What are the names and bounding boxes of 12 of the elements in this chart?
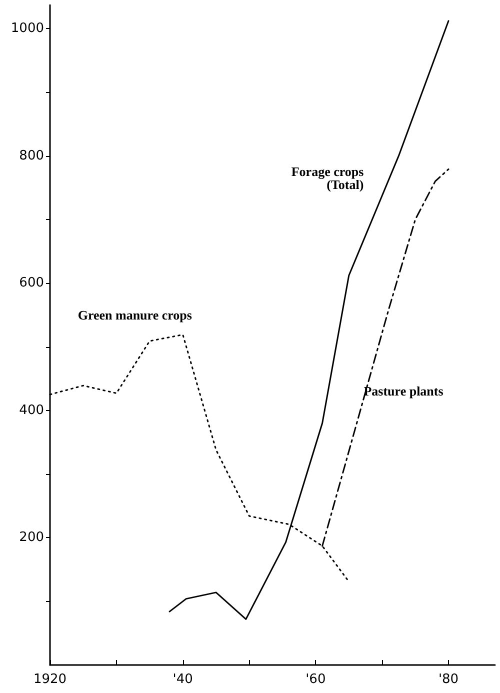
- y-tick-label: 600: [19, 276, 44, 291]
- x-tick-label: '40: [172, 672, 193, 687]
- series-label: Forage crops (Total): [291, 164, 364, 192]
- x-tick-label: '60: [306, 672, 326, 687]
- x-tick-label: 1920: [33, 672, 67, 687]
- y-tick-label: 1000: [10, 21, 44, 36]
- y-tick-label: 800: [19, 148, 44, 164]
- y-tick-label: 400: [19, 402, 44, 418]
- series-label: Pasture plants: [364, 384, 444, 399]
- y-tick-label: 200: [19, 530, 44, 546]
- x-tick-label: '80: [438, 672, 459, 687]
- series-label: Green manure crops: [78, 308, 192, 323]
